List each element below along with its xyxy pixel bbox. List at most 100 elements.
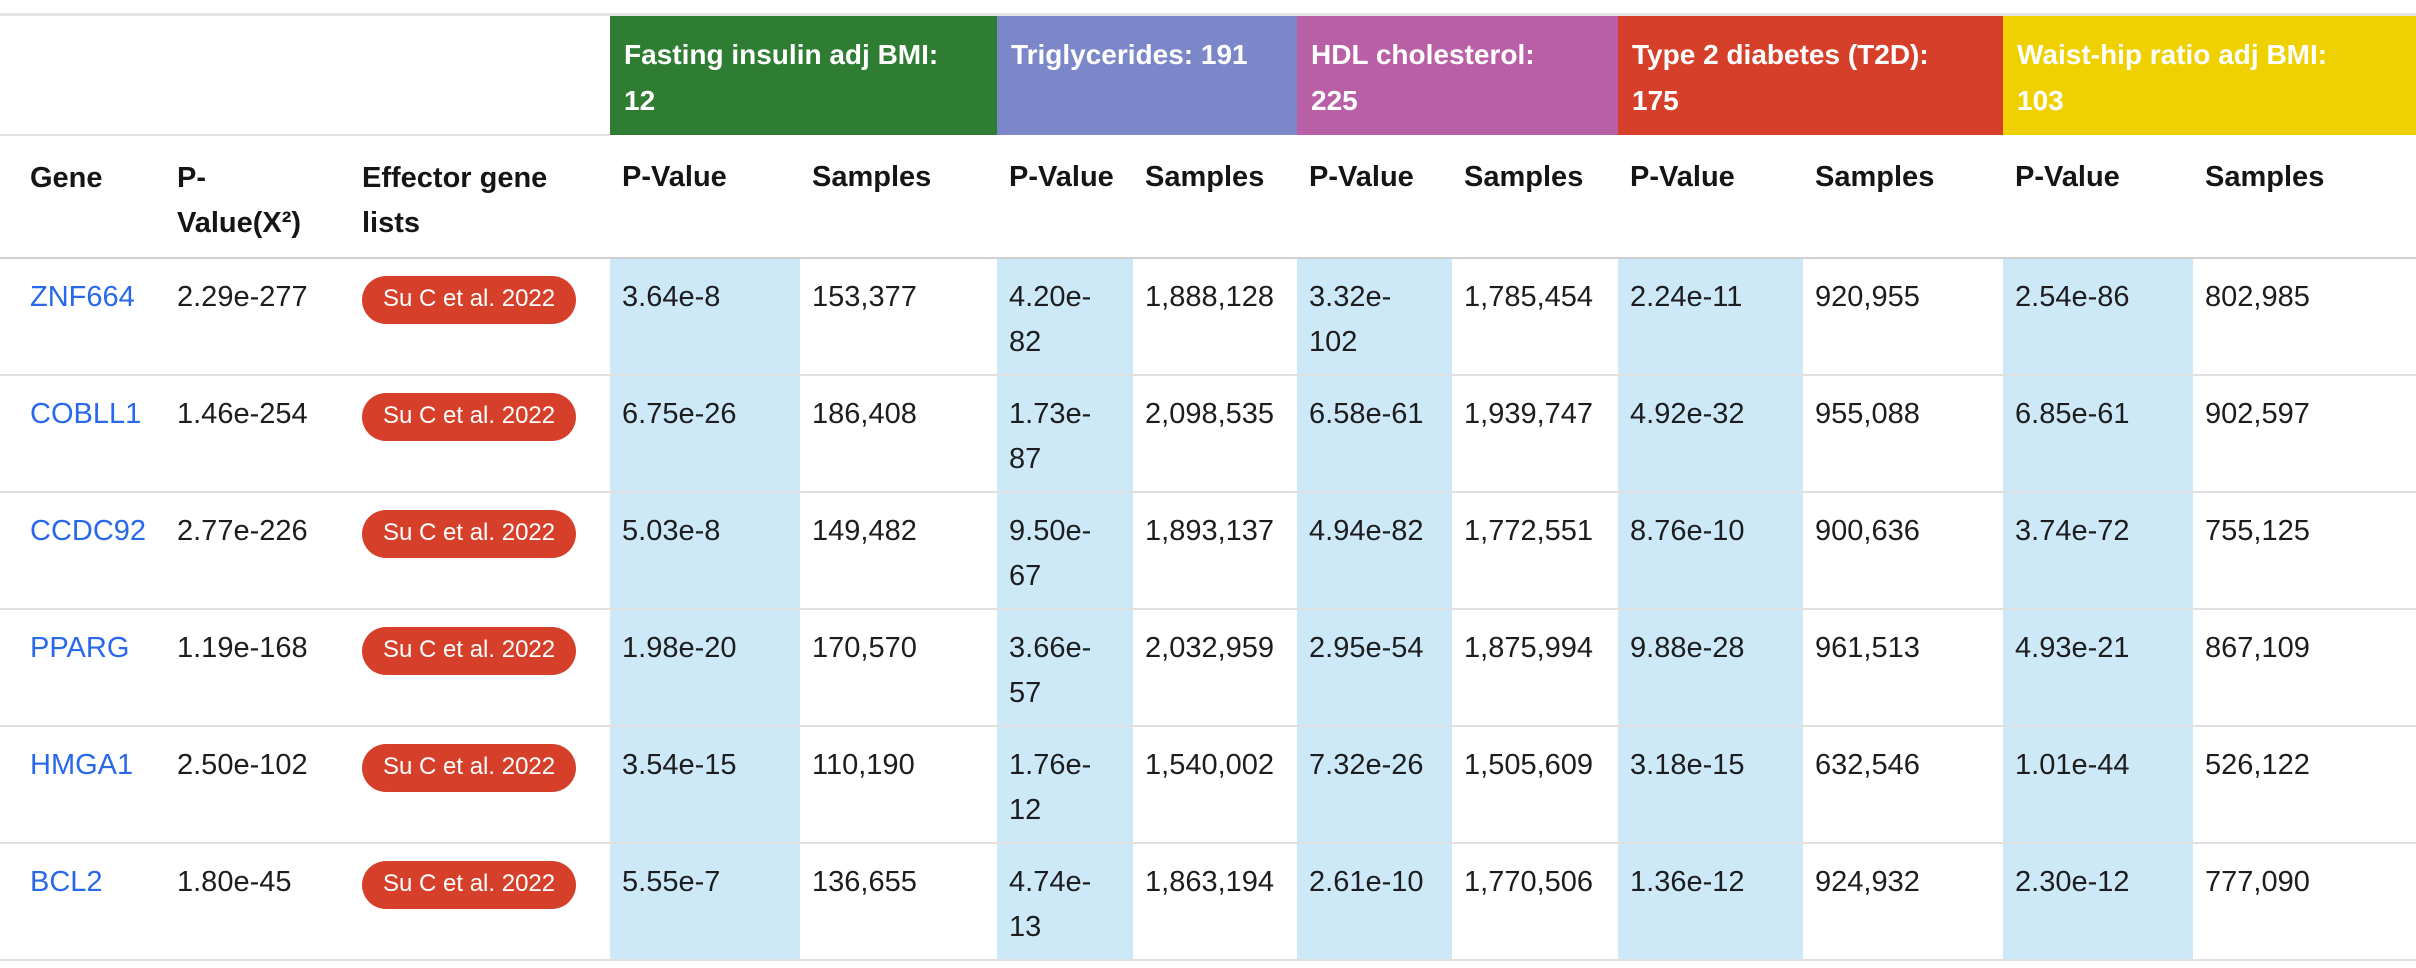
effector-lists-cell: Su C et al. 2022 xyxy=(350,491,611,610)
pvalue-cell: 5.55e-7 xyxy=(610,842,801,961)
gene-link[interactable]: ZNF664 xyxy=(30,280,135,313)
pvalue-cell: 3.18e-15 xyxy=(1618,725,1804,844)
group-title: Triglycerides: xyxy=(1011,39,1194,70)
effector-lists-cell: Su C et al. 2022 xyxy=(350,842,611,961)
col-header-samples-tg: Samples xyxy=(1133,134,1298,259)
samples-cell: 920,955 xyxy=(1803,257,2004,376)
samples-cell: 2,098,535 xyxy=(1133,374,1298,493)
pvalue-cell: 1.36e-12 xyxy=(1618,842,1804,961)
pvalue-cell: 4.92e-32 xyxy=(1618,374,1804,493)
pvalue-cell: 2.54e-86 xyxy=(2003,257,2194,376)
chi2-pvalue-cell: 1.46e-254 xyxy=(165,374,350,493)
gene-cell: HMGA1 xyxy=(0,725,165,844)
pvalue-cell: 7.32e-26 xyxy=(1297,725,1453,844)
samples-cell: 1,772,551 xyxy=(1452,491,1619,610)
samples-cell: 1,505,609 xyxy=(1452,725,1619,844)
pvalue-cell: 3.74e-72 xyxy=(2003,491,2194,610)
gene-link[interactable]: COBLL1 xyxy=(30,397,142,430)
gene-link[interactable]: PPARG xyxy=(30,631,130,664)
gene-cell: PPARG xyxy=(0,608,165,727)
pvalue-cell: 3.54e-15 xyxy=(610,725,801,844)
samples-cell: 170,570 xyxy=(800,608,998,727)
col-header-samples-fi: Samples xyxy=(800,134,998,259)
pvalue-cell: 3.64e-8 xyxy=(610,257,801,376)
pvalue-cell: 4.94e-82 xyxy=(1297,491,1453,610)
group-title: Type 2 diabetes (T2D): xyxy=(1632,39,1929,70)
table-row: BCL2 1.80e-45 Su C et al. 2022 5.55e-7 1… xyxy=(0,842,2416,961)
pvalue-cell: 1.73e-87 xyxy=(997,374,1134,493)
samples-cell: 153,377 xyxy=(800,257,998,376)
col-header-pvalue-tg: P-Value xyxy=(997,134,1134,259)
pvalue-cell: 6.85e-61 xyxy=(2003,374,2194,493)
pvalue-cell: 4.20e-82 xyxy=(997,257,1134,376)
pvalue-cell: 2.30e-12 xyxy=(2003,842,2194,961)
chi2-pvalue-cell: 2.29e-277 xyxy=(165,257,350,376)
chi2-pvalue-cell: 1.80e-45 xyxy=(165,842,350,961)
table-row: PPARG 1.19e-168 Su C et al. 2022 1.98e-2… xyxy=(0,608,2416,727)
effector-lists-cell: Su C et al. 2022 xyxy=(350,608,611,727)
samples-cell: 802,985 xyxy=(2193,257,2416,376)
effector-list-badge[interactable]: Su C et al. 2022 xyxy=(362,626,577,675)
gene-cell: BCL2 xyxy=(0,842,165,961)
pvalue-cell: 8.76e-10 xyxy=(1618,491,1804,610)
table-row: CCDC92 2.77e-226 Su C et al. 2022 5.03e-… xyxy=(0,491,2416,610)
pvalue-cell: 4.74e-13 xyxy=(997,842,1134,961)
samples-cell: 777,090 xyxy=(2193,842,2416,961)
pvalue-cell: 4.93e-21 xyxy=(2003,608,2194,727)
pvalue-cell: 9.50e-67 xyxy=(997,491,1134,610)
pvalue-cell: 3.66e-57 xyxy=(997,608,1134,727)
group-count: 225 xyxy=(1311,85,1358,116)
pvalue-cell: 1.76e-12 xyxy=(997,725,1134,844)
col-header-gene: Gene xyxy=(0,134,165,259)
samples-cell: 961,513 xyxy=(1803,608,2004,727)
group-header-waist-hip-ratio: Waist-hip ratio adj BMI: 103 xyxy=(2003,14,2416,135)
pvalue-cell: 9.88e-28 xyxy=(1618,608,1804,727)
samples-cell: 1,893,137 xyxy=(1133,491,1298,610)
col-header-pvalue-fi: P-Value xyxy=(610,134,801,259)
samples-cell: 955,088 xyxy=(1803,374,2004,493)
samples-cell: 186,408 xyxy=(800,374,998,493)
col-header-samples-hdl: Samples xyxy=(1452,134,1619,259)
matching-genes-table: Matching genes: 6 Fasting insulin adj BM… xyxy=(0,13,2416,961)
pvalue-cell: 2.24e-11 xyxy=(1618,257,1804,376)
table-row: ZNF664 2.29e-277 Su C et al. 2022 3.64e-… xyxy=(0,257,2416,376)
group-count: 103 xyxy=(2017,85,2064,116)
gene-cell: CCDC92 xyxy=(0,491,165,610)
samples-cell: 632,546 xyxy=(1803,725,2004,844)
pvalue-cell: 6.58e-61 xyxy=(1297,374,1453,493)
samples-cell: 2,032,959 xyxy=(1133,608,1298,727)
samples-cell: 1,863,194 xyxy=(1133,842,1298,961)
chi2-pvalue-cell: 1.19e-168 xyxy=(165,608,350,727)
effector-list-badge[interactable]: Su C et al. 2022 xyxy=(362,860,577,909)
effector-lists-cell: Su C et al. 2022 xyxy=(350,257,611,376)
samples-cell: 1,888,128 xyxy=(1133,257,1298,376)
gene-link[interactable]: BCL2 xyxy=(30,865,103,898)
samples-cell: 902,597 xyxy=(2193,374,2416,493)
samples-cell: 900,636 xyxy=(1803,491,2004,610)
group-count: 12 xyxy=(624,85,656,116)
samples-cell: 1,875,994 xyxy=(1452,608,1619,727)
samples-cell: 1,770,506 xyxy=(1452,842,1619,961)
col-header-chi2-pvalue: P-Value(X²) xyxy=(165,134,350,259)
samples-cell: 1,939,747 xyxy=(1452,374,1619,493)
gene-cell: ZNF664 xyxy=(0,257,165,376)
pvalue-cell: 2.61e-10 xyxy=(1297,842,1453,961)
effector-list-badge[interactable]: Su C et al. 2022 xyxy=(362,275,577,324)
column-header-row: Gene P-Value(X²) Effector gene lists P-V… xyxy=(0,134,2416,259)
effector-lists-cell: Su C et al. 2022 xyxy=(350,374,611,493)
samples-cell: 110,190 xyxy=(800,725,998,844)
col-header-pvalue-hdl: P-Value xyxy=(1297,134,1453,259)
chi2-pvalue-cell: 2.77e-226 xyxy=(165,491,350,610)
pvalue-cell: 1.01e-44 xyxy=(2003,725,2194,844)
gene-link[interactable]: HMGA1 xyxy=(30,748,134,781)
gene-link[interactable]: CCDC92 xyxy=(30,514,147,547)
effector-list-badge[interactable]: Su C et al. 2022 xyxy=(362,392,577,441)
col-header-pvalue-t2d: P-Value xyxy=(1618,134,1804,259)
effector-list-badge[interactable]: Su C et al. 2022 xyxy=(362,509,577,558)
pvalue-cell: 5.03e-8 xyxy=(610,491,801,610)
table-row: COBLL1 1.46e-254 Su C et al. 2022 6.75e-… xyxy=(0,374,2416,493)
samples-cell: 149,482 xyxy=(800,491,998,610)
effector-list-badge[interactable]: Su C et al. 2022 xyxy=(362,743,577,792)
table-row: HMGA1 2.50e-102 Su C et al. 2022 3.54e-1… xyxy=(0,725,2416,844)
gene-cell: COBLL1 xyxy=(0,374,165,493)
